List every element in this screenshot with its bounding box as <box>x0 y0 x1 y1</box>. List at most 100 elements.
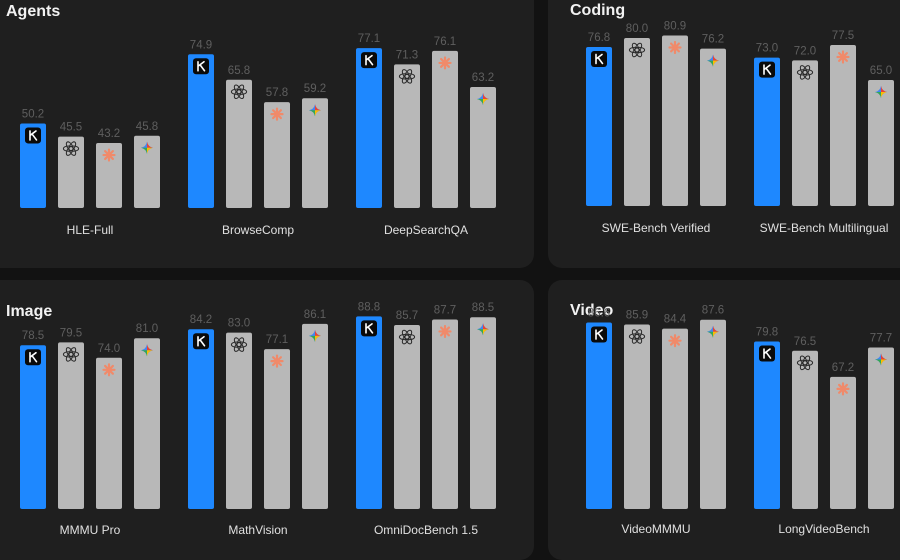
bar <box>662 35 688 207</box>
category-label: DeepSearchQA <box>384 223 468 237</box>
value-label: 76.2 <box>702 34 724 46</box>
category-label: OmniDocBench 1.5 <box>374 523 478 537</box>
bar <box>394 64 420 208</box>
value-label: 72.0 <box>794 45 816 57</box>
bar-group: 79.8 76.5 67.2 77.7 LongVideoBench <box>754 327 894 536</box>
bar-group: 74.9 65.8 57.8 59.2 BrowseComp <box>188 39 328 237</box>
gemini-icon <box>875 86 887 98</box>
openai-icon <box>628 329 646 344</box>
bar <box>624 38 650 206</box>
bar <box>432 319 458 509</box>
category-label: MMMU Pro <box>60 523 121 537</box>
category-label: SWE-Bench Verified <box>602 221 711 235</box>
kimi-icon <box>591 50 607 67</box>
value-label: 84.2 <box>190 314 212 326</box>
bar <box>134 135 160 208</box>
bar-group: 73.0 72.0 77.5 65.0 SWE-Bench Multilingual <box>754 30 894 235</box>
bar <box>96 357 122 509</box>
benchmark-charts: Agents 50.2 45.5 43.2 45.8 HLE-Full 74.9 65.8 57… <box>6 2 894 537</box>
bar <box>830 376 856 509</box>
anthropic-icon <box>438 56 452 70</box>
value-label: 87.6 <box>702 305 724 317</box>
chart-title: Coding <box>570 2 625 19</box>
gemini-icon <box>707 54 719 67</box>
bar <box>792 60 818 207</box>
anthropic-icon <box>668 334 682 348</box>
bar <box>586 46 612 207</box>
category-label: SWE-Bench Multilingual <box>760 221 889 235</box>
kimi-icon <box>361 52 377 69</box>
value-label: 84.4 <box>664 314 687 326</box>
kimi-icon <box>25 127 41 144</box>
value-label: 79.8 <box>756 327 778 339</box>
value-label: 74.9 <box>190 39 212 51</box>
value-label: 86.1 <box>304 309 326 321</box>
anthropic-icon <box>270 354 284 368</box>
bar <box>134 338 160 509</box>
anthropic-icon <box>270 107 284 121</box>
value-label: 86.6 <box>588 308 610 320</box>
openai-icon <box>62 347 80 362</box>
value-label: 80.0 <box>626 23 648 35</box>
chart-title: Image <box>6 303 52 320</box>
value-label: 88.8 <box>358 301 380 313</box>
category-label: BrowseComp <box>222 223 294 237</box>
kimi-icon <box>193 333 209 350</box>
value-label: 78.5 <box>22 330 44 342</box>
bar <box>586 322 612 509</box>
kimi-icon <box>759 345 775 362</box>
bar-group: 77.1 71.3 76.1 63.2 DeepSearchQA <box>356 33 496 237</box>
value-label: 88.5 <box>472 302 494 314</box>
bar <box>470 317 496 509</box>
value-label: 83.0 <box>228 318 250 330</box>
bar <box>264 102 290 208</box>
bar-group: 84.2 83.0 77.1 86.1 MathVision <box>188 309 328 537</box>
anthropic-icon <box>836 50 850 64</box>
bar <box>868 347 894 509</box>
value-label: 59.2 <box>304 83 326 95</box>
bar <box>830 45 856 206</box>
value-label: 77.7 <box>870 332 892 344</box>
kimi-icon <box>25 349 41 366</box>
bar-group: 76.8 80.0 80.9 76.2 SWE-Bench Verified <box>586 20 726 235</box>
openai-icon <box>796 355 814 371</box>
value-label: 57.8 <box>266 87 288 99</box>
value-label: 74.0 <box>98 343 120 355</box>
bar <box>754 341 780 509</box>
chart-coding: Coding 76.8 80.0 80.9 76.2 SWE-Bench Verified… <box>570 2 894 235</box>
gemini-icon <box>875 353 887 366</box>
bar <box>226 79 252 208</box>
bar <box>394 325 420 509</box>
category-label: HLE-Full <box>67 223 114 237</box>
bar-group: 78.5 79.5 74.0 81.0 MMMU Pro <box>20 323 160 537</box>
bar <box>662 328 688 509</box>
chart-agents: Agents 50.2 45.5 43.2 45.8 HLE-Full 74.9 65.8 57… <box>6 3 496 237</box>
value-label: 45.8 <box>136 121 158 133</box>
anthropic-icon <box>102 363 116 377</box>
value-label: 85.9 <box>626 309 648 321</box>
anthropic-icon <box>668 40 682 55</box>
openai-icon <box>628 42 646 58</box>
anthropic-icon <box>438 324 452 339</box>
chart-title: Agents <box>6 3 60 20</box>
bar <box>356 48 382 209</box>
value-label: 45.5 <box>60 122 82 134</box>
value-label: 76.8 <box>588 32 610 44</box>
category-label: LongVideoBench <box>778 522 869 536</box>
bar <box>700 48 726 206</box>
gemini-icon <box>141 344 153 357</box>
bar <box>20 123 46 208</box>
value-label: 80.9 <box>664 20 686 32</box>
bar <box>432 50 458 208</box>
bar <box>264 349 290 509</box>
anthropic-icon <box>102 148 116 162</box>
chart-image: Image 78.5 79.5 74.0 81.0 MMMU Pro 84.2 83.0 77.… <box>6 301 496 537</box>
bar-group: 50.2 45.5 43.2 45.8 HLE-Full <box>20 108 160 237</box>
category-label: VideoMMMU <box>621 522 690 536</box>
bar <box>58 136 84 208</box>
value-label: 67.2 <box>832 362 854 374</box>
value-label: 63.2 <box>472 72 494 84</box>
kimi-icon <box>361 320 377 337</box>
bar <box>624 324 650 509</box>
